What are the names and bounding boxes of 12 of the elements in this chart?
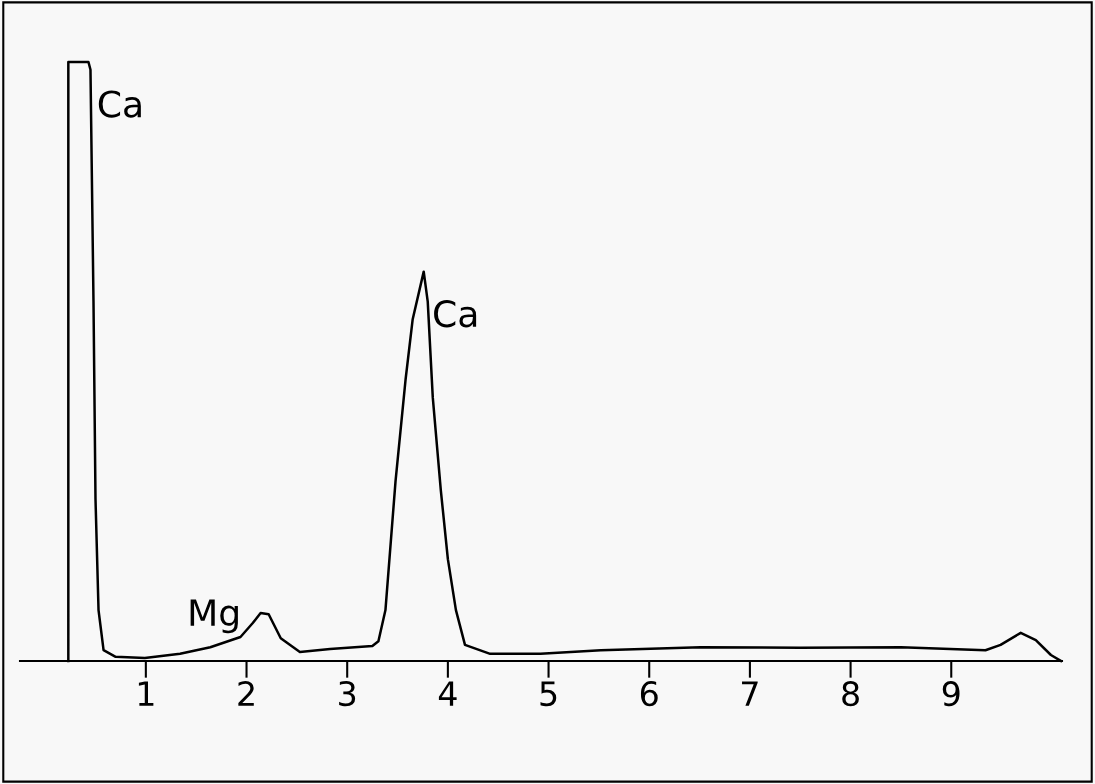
x-tick-label: 4 bbox=[438, 681, 457, 706]
annotation: Mg bbox=[190, 599, 238, 634]
x-tick-label: 7 bbox=[742, 681, 758, 706]
annotation: Ca bbox=[434, 300, 477, 328]
annotation: Ca bbox=[98, 90, 141, 118]
x-tick-label: 1 bbox=[138, 681, 154, 706]
x-tick-label: 8 bbox=[842, 681, 859, 707]
x-tick-label: 3 bbox=[339, 681, 356, 707]
x-tick-label: 9 bbox=[942, 681, 960, 707]
x-tick-label: 6 bbox=[640, 681, 658, 707]
x-tick-label: 2 bbox=[238, 681, 254, 706]
x-tick-label: 5 bbox=[540, 681, 557, 707]
